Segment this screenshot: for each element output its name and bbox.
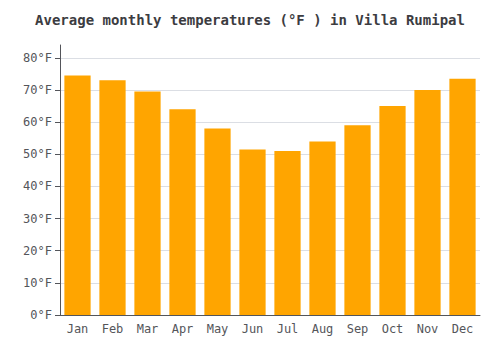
svg-text:Jan: Jan: [67, 322, 89, 336]
svg-text:May: May: [207, 322, 229, 336]
svg-text:Feb: Feb: [102, 322, 124, 336]
svg-text:Apr: Apr: [172, 322, 194, 336]
svg-text:0°F: 0°F: [30, 308, 52, 322]
svg-text:Aug: Aug: [312, 322, 334, 336]
svg-text:20°F: 20°F: [23, 244, 52, 258]
svg-text:70°F: 70°F: [23, 83, 52, 97]
svg-text:Sep: Sep: [347, 322, 369, 336]
svg-text:60°F: 60°F: [23, 115, 52, 129]
svg-text:Nov: Nov: [417, 322, 439, 336]
svg-text:Jun: Jun: [242, 322, 264, 336]
svg-text:Dec: Dec: [452, 322, 474, 336]
svg-text:50°F: 50°F: [23, 147, 52, 161]
svg-text:10°F: 10°F: [23, 276, 52, 290]
svg-text:Oct: Oct: [382, 322, 404, 336]
svg-text:Mar: Mar: [137, 322, 159, 336]
svg-text:40°F: 40°F: [23, 179, 52, 193]
svg-text:Average monthly temperatures (: Average monthly temperatures (°F ) in Vi…: [35, 12, 465, 28]
svg-text:30°F: 30°F: [23, 212, 52, 226]
svg-text:80°F: 80°F: [23, 51, 52, 65]
svg-text:Jul: Jul: [277, 322, 299, 336]
